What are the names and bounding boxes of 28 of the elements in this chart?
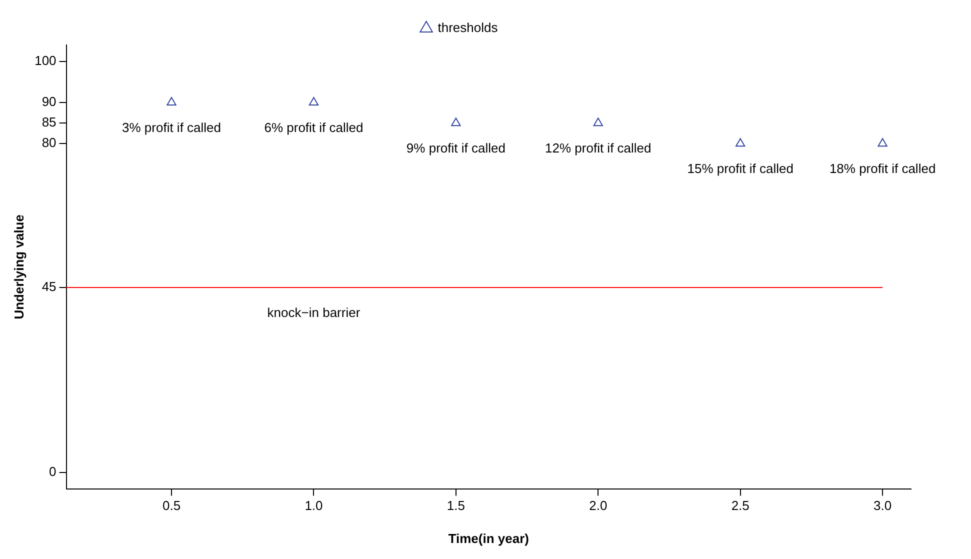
point	[308, 97, 319, 106]
point	[166, 97, 176, 106]
y-tick-label: 90	[42, 94, 56, 110]
y-tick-label: 80	[42, 135, 56, 150]
point	[451, 118, 461, 126]
x-tick-label: 1.5	[446, 498, 465, 514]
x-tick-label: 2.5	[731, 498, 750, 514]
annotation: knock−in barrier	[267, 305, 361, 320]
x-tick-label: 3.0	[874, 498, 892, 514]
point	[878, 138, 888, 147]
y-tick-label: 45	[42, 279, 56, 294]
x-tick-label: 0.5	[162, 498, 181, 514]
y-tick-label: 0	[49, 464, 56, 479]
x-tick-label: 1.0	[304, 498, 323, 514]
annotation: 18% profit if called	[829, 161, 936, 176]
y-tick-label: 100	[34, 53, 56, 68]
x-axis-title: Time(in year)	[448, 530, 529, 546]
annotation: 6% profit if called	[264, 120, 364, 136]
y-axis-title: Underlying value	[11, 214, 26, 320]
annotation: 12% profit if called	[545, 140, 652, 156]
annotation: 3% profit if called	[122, 120, 222, 136]
legend-label: thresholds	[438, 20, 498, 36]
y-tick-label: 85	[42, 114, 56, 130]
annotation: 15% profit if called	[687, 161, 794, 176]
x-tick-label: 2.0	[589, 498, 608, 514]
point	[593, 118, 603, 126]
annotation: 9% profit if called	[406, 140, 506, 156]
point	[736, 138, 746, 147]
